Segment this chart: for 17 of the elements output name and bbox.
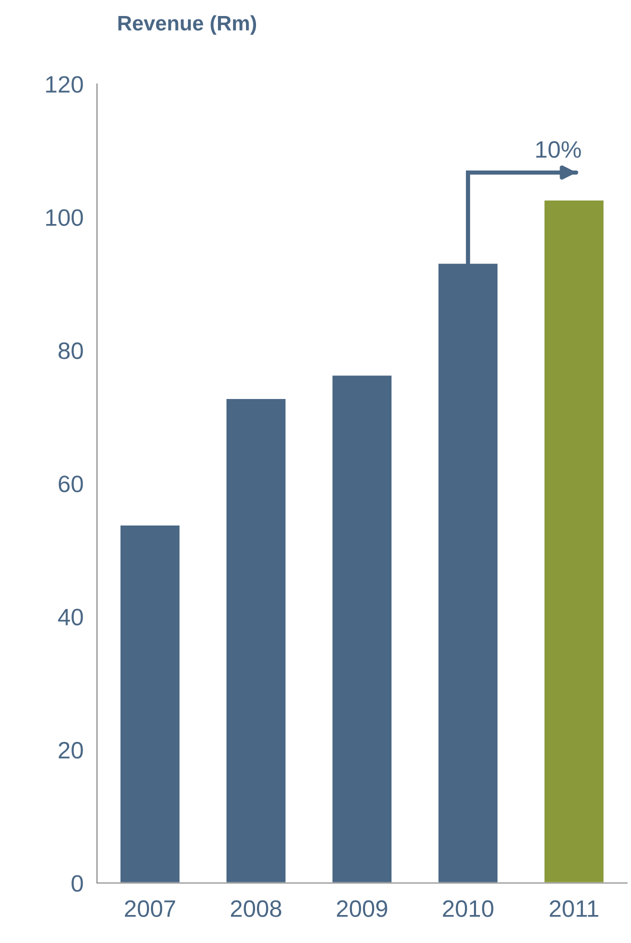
x-tick-label: 2011 (550, 900, 598, 918)
y-tick-label: 0 (72, 875, 83, 892)
y-tick-label: 20 (58, 742, 83, 759)
x-tick-label: 2008 (230, 900, 282, 918)
x-tick-label: 2007 (124, 900, 176, 918)
bar (119, 524, 181, 883)
y-tick-label: 120 (46, 76, 83, 93)
y-tick-label: 100 (46, 209, 83, 226)
bar (331, 374, 393, 883)
y-tick-label: 60 (58, 476, 83, 492)
x-tick-label: 2010 (442, 900, 494, 918)
chart-title: Revenue (Rm) (118, 15, 256, 35)
y-tick-label: 40 (58, 608, 83, 626)
x-tick-label: 2009 (336, 900, 388, 918)
annotation: 10% (536, 141, 581, 158)
y-tick-label: 80 (58, 342, 83, 360)
bar (225, 398, 287, 883)
